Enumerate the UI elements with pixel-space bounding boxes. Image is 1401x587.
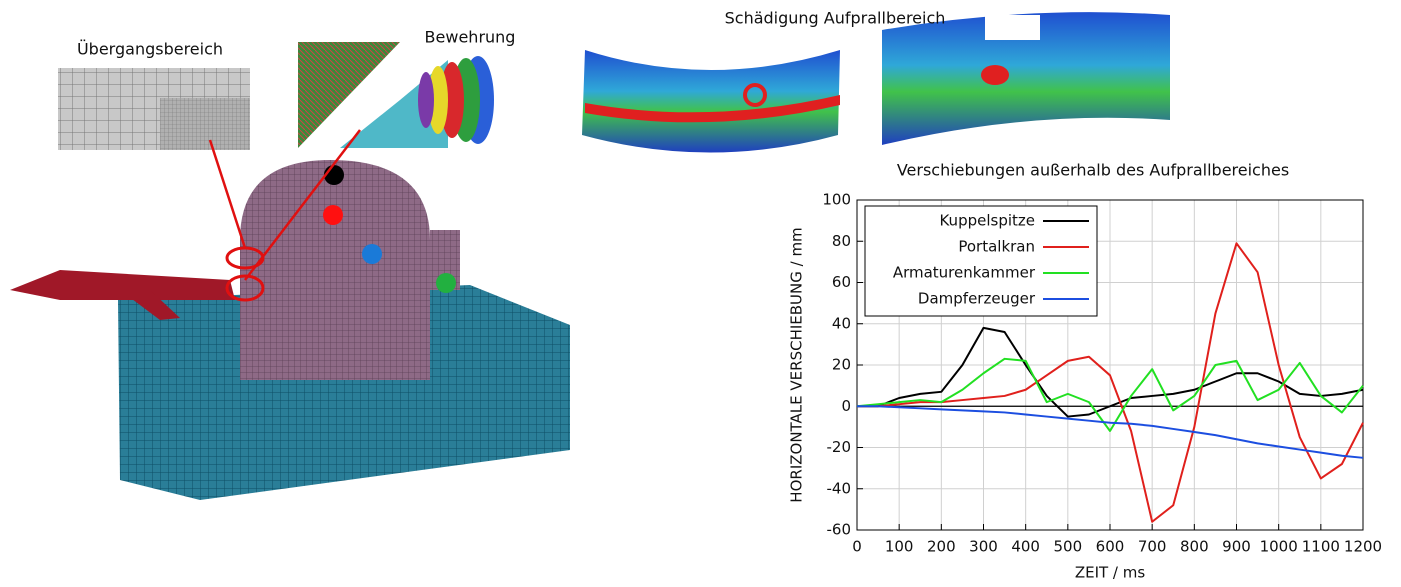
figure: Übergangsbereich Bewehrung Schädigung Au… [0, 0, 1401, 583]
chart-title: Verschiebungen außerhalb des Aufprallber… [897, 161, 1289, 180]
x-tick-label: 300 [969, 538, 998, 556]
chart: Verschiebungen außerhalb des Aufprallber… [788, 161, 1383, 582]
x-tick-label: 1200 [1344, 538, 1382, 556]
x-tick-label: 200 [927, 538, 956, 556]
x-tick-label: 1100 [1302, 538, 1340, 556]
y-tick-label: 20 [832, 356, 851, 374]
x-tick-label: 100 [885, 538, 914, 556]
mesh-image [160, 98, 250, 150]
y-tick-label: 40 [832, 314, 851, 332]
x-tick-label: 900 [1222, 538, 1251, 556]
x-tick-label: 0 [852, 538, 862, 556]
y-tick-label: -60 [827, 521, 852, 539]
x-tick-label: 1000 [1260, 538, 1298, 556]
legend-label: Dampferzeuger [918, 290, 1036, 308]
x-axis-label: ZEIT / ms [1075, 564, 1146, 582]
y-tick-label: 80 [832, 232, 851, 250]
y-tick-label: 0 [841, 397, 851, 415]
aircraft [10, 270, 235, 300]
image-label: Schädigung Aufprallbereich [725, 9, 946, 28]
y-tick-label: -40 [827, 479, 852, 497]
x-tick-label: 700 [1138, 538, 1167, 556]
x-tick-label: 500 [1054, 538, 1083, 556]
containment [240, 160, 430, 380]
image-label: Übergangsbereich [77, 40, 223, 59]
image-label: Bewehrung [425, 28, 516, 47]
x-tick-label: 600 [1096, 538, 1125, 556]
damage-image [582, 50, 840, 153]
y-tick-label: 100 [822, 191, 851, 209]
legend-label: Kuppelspitze [939, 212, 1035, 230]
x-tick-label: 800 [1180, 538, 1209, 556]
y-tick-label: -20 [827, 438, 852, 456]
legend-label: Portalkran [958, 238, 1035, 256]
y-axis-label: HORIZONTALE VERSCHIEBUNG / mm [788, 227, 806, 502]
y-tick-label: 60 [832, 273, 851, 291]
legend-label: Armaturenkammer [893, 264, 1036, 282]
x-tick-label: 400 [1011, 538, 1040, 556]
